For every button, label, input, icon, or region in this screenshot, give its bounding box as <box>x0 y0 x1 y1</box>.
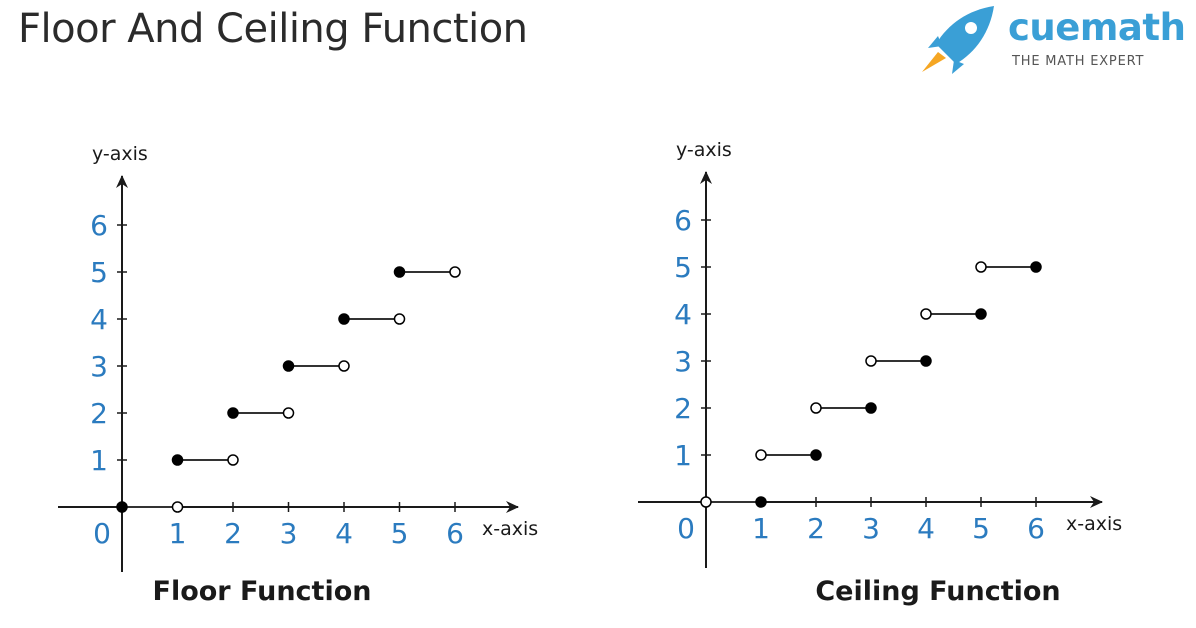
floor-open-point <box>171 501 184 513</box>
floor-closed-point <box>338 313 350 325</box>
ceiling-open-point <box>975 261 987 273</box>
ceiling-y-tick-label: 5 <box>674 251 692 284</box>
floor-y-tick-label: 1 <box>90 444 108 477</box>
floor-open-point <box>449 266 461 278</box>
ceiling-y-tick-label: 1 <box>674 439 692 472</box>
floor-closed-point <box>393 266 406 278</box>
rocket-icon <box>922 6 994 74</box>
floor-x-axis-label: x-axis <box>482 518 538 540</box>
floor-function-chart: y-axis x-axis 0 1 2 3 4 5 6 1 2 3 4 5 6 Floor Function <box>58 143 538 607</box>
floor-x-tick-label: 1 <box>169 517 187 550</box>
floor-chart-title: Floor Function <box>153 576 372 607</box>
ceiling-x-tick-label: 4 <box>917 512 935 545</box>
ceiling-y-axis-label: y-axis <box>676 139 732 161</box>
floor-x-tick-label: 4 <box>335 517 353 550</box>
ceiling-closed-point <box>865 402 877 414</box>
floor-open-point <box>393 313 406 325</box>
floor-x-tick-label: 6 <box>446 517 464 550</box>
floor-y-tick-label: 3 <box>90 350 108 383</box>
ceiling-x-tick-label: 3 <box>862 512 880 545</box>
ceiling-open-point <box>920 308 932 320</box>
ceiling-y-tick-label: 2 <box>674 392 692 425</box>
floor-y-axis-label: y-axis <box>92 143 148 165</box>
floor-closed-point <box>227 407 239 419</box>
ceiling-x-tick-label: 6 <box>1027 512 1045 545</box>
ceiling-open-point <box>700 496 712 508</box>
page-title: Floor And Ceiling Function <box>18 6 528 52</box>
ceiling-origin-label: 0 <box>677 512 695 545</box>
ceiling-closed-point <box>810 449 822 461</box>
floor-closed-point <box>116 501 128 513</box>
ceiling-x-tick-label: 5 <box>972 512 990 545</box>
brand-logo: cuemath THE MATH EXPERT <box>916 4 1186 74</box>
ceiling-function-chart: y-axis x-axis 0 1 2 3 4 5 6 1 2 3 4 5 6 Ceiling Functio… <box>638 139 1122 607</box>
ceiling-closed-point <box>755 496 767 508</box>
brand-name: cuemath <box>1008 6 1186 49</box>
floor-y-tick-label: 5 <box>90 256 108 289</box>
ceiling-chart-title: Ceiling Function <box>815 576 1060 607</box>
ceiling-closed-point <box>1030 261 1042 273</box>
ceiling-x-tick-label: 2 <box>807 512 825 545</box>
floor-y-tick-label: 2 <box>90 397 108 430</box>
ceiling-open-point <box>810 402 822 414</box>
floor-open-point <box>227 454 239 466</box>
ceiling-y-tick-label: 4 <box>674 298 692 331</box>
floor-open-point <box>282 407 295 419</box>
ceiling-closed-point <box>920 355 932 367</box>
ceiling-y-tick-label: 6 <box>674 204 692 237</box>
ceiling-x-tick-label: 1 <box>752 512 770 545</box>
ceiling-y-tick-label: 3 <box>674 345 692 378</box>
floor-y-tick-label: 4 <box>90 303 108 336</box>
floor-origin-label: 0 <box>93 517 111 550</box>
ceiling-x-axis-label: x-axis <box>1066 513 1122 535</box>
brand-tagline: THE MATH EXPERT <box>1012 54 1145 69</box>
floor-x-tick-label: 5 <box>391 517 409 550</box>
floor-x-tick-label: 2 <box>224 517 242 550</box>
floor-closed-point <box>282 360 295 372</box>
floor-open-point <box>338 360 350 372</box>
floor-closed-point <box>171 454 184 466</box>
ceiling-closed-point <box>975 308 987 320</box>
ceiling-open-point <box>755 449 767 461</box>
floor-y-tick-label: 6 <box>90 209 108 242</box>
floor-x-tick-label: 3 <box>280 517 298 550</box>
ceiling-open-point <box>865 355 877 367</box>
